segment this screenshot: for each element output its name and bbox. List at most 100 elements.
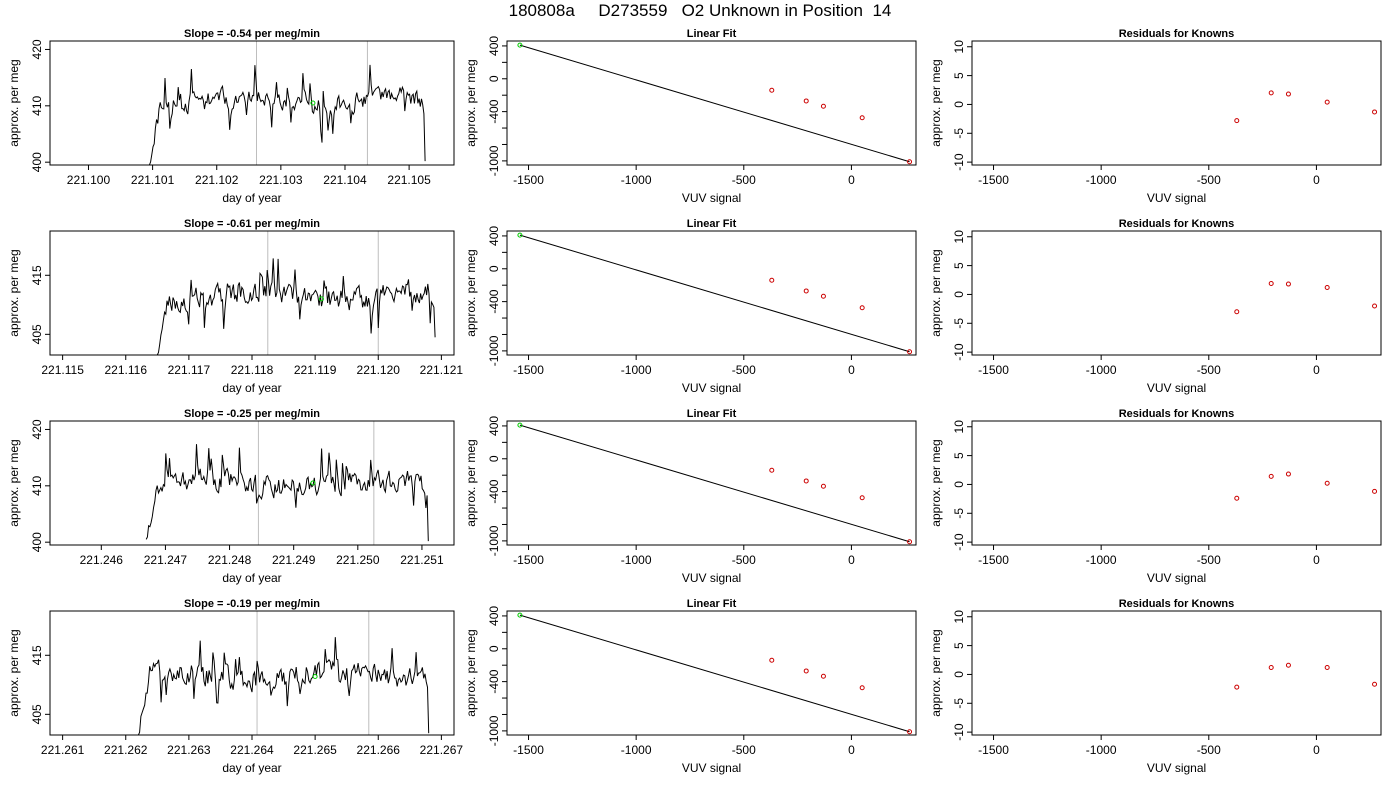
fit-line — [519, 614, 910, 733]
fit-line — [519, 234, 910, 353]
plot-area — [148, 41, 426, 165]
known-point — [803, 478, 809, 484]
x-tick-label: -500 — [732, 553, 756, 567]
y-tick-label: 410 — [30, 95, 44, 115]
y-tick-label: 10 — [952, 230, 966, 244]
y-tick-label: 400 — [487, 226, 501, 246]
y-tick-label: 400 — [487, 36, 501, 56]
y-tick-label: 0 — [952, 101, 966, 108]
x-tick-label: -500 — [1197, 363, 1221, 377]
plot-area — [517, 232, 913, 355]
x-axis-label: VUV signal — [682, 381, 741, 395]
known-point — [859, 305, 865, 311]
chart-panel-8: Linear Fit -1500 -1000 -500 0 400 0 -400 -1000 VU… — [464, 408, 917, 585]
plot-area — [517, 42, 913, 165]
known-point — [1324, 665, 1330, 671]
x-tick-label: 221.249 — [272, 553, 316, 567]
x-axis-label: VUV signal — [682, 571, 741, 585]
y-tick-label: 5 — [952, 262, 966, 269]
known-point — [1234, 495, 1240, 501]
plot-frame — [49, 420, 455, 546]
plot-area — [517, 422, 913, 545]
y-tick-label: 5 — [952, 72, 966, 79]
plot-frame — [506, 230, 917, 356]
x-tick-label: 0 — [1313, 743, 1320, 757]
y-tick-label: 0 — [487, 265, 501, 272]
y-tick-label: 415 — [30, 265, 44, 285]
x-tick-label: 221.262 — [104, 743, 148, 757]
known-point — [803, 668, 809, 674]
known-point — [769, 467, 775, 473]
plot-area — [1234, 90, 1378, 124]
y-tick-label: -10 — [952, 723, 966, 741]
panel-title: Linear Fit — [687, 218, 737, 230]
x-tick-label: -500 — [1197, 743, 1221, 757]
y-tick-label: 5 — [952, 642, 966, 649]
plot-area — [1234, 280, 1378, 315]
known-point — [1324, 480, 1330, 486]
y-tick-label: 405 — [30, 324, 44, 344]
x-axis-label: VUV signal — [1147, 381, 1206, 395]
known-point — [1372, 303, 1378, 309]
y-tick-label: -400 — [487, 289, 501, 313]
x-tick-label: -500 — [732, 363, 756, 377]
y-axis-label: approx. per meg — [929, 629, 943, 716]
plot-area — [1234, 471, 1378, 501]
y-axis-label: approx. per meg — [929, 249, 943, 336]
panel-title: Slope = -0.61 per meg/min — [184, 218, 320, 230]
x-tick-label: 221.102 — [195, 173, 239, 187]
x-tick-label: -500 — [1197, 553, 1221, 567]
x-tick-label: 221.101 — [131, 173, 175, 187]
known-point — [769, 657, 775, 663]
y-tick-label: 5 — [952, 452, 966, 459]
x-axis-label: VUV signal — [1147, 191, 1206, 205]
x-tick-label: -1000 — [1086, 363, 1117, 377]
known-point — [1324, 285, 1330, 291]
fit-line — [519, 424, 910, 543]
known-point — [907, 159, 913, 165]
plot-area — [156, 231, 436, 355]
x-tick-label: 221.267 — [420, 743, 464, 757]
known-point — [1285, 471, 1291, 477]
plot-area — [517, 612, 913, 735]
x-tick-label: 0 — [848, 553, 855, 567]
plot-frame — [971, 610, 1382, 736]
known-point — [1234, 309, 1240, 315]
panel-title: Residuals for Knowns — [1119, 28, 1235, 40]
panel-title: Slope = -0.19 per meg/min — [184, 598, 320, 610]
y-tick-label: -10 — [952, 533, 966, 551]
data-series-line — [137, 637, 430, 735]
y-axis-label: approx. per meg — [7, 249, 21, 336]
y-tick-label: 415 — [30, 645, 44, 665]
y-tick-label: 400 — [487, 416, 501, 436]
chart-panel-3: Residuals for Knowns -1500 -1000 -500 0 10 5 0 -… — [929, 28, 1382, 205]
x-tick-label: -1500 — [978, 743, 1009, 757]
known-point — [820, 103, 826, 109]
unknown-point — [517, 232, 523, 238]
y-tick-label: 405 — [30, 704, 44, 724]
y-axis-label: approx. per meg — [464, 439, 478, 526]
chart-panel-4: Slope = -0.61 per meg/min 221.115 221.116 2… — [7, 218, 463, 395]
data-series-line — [156, 258, 436, 355]
y-tick-label: 0 — [952, 291, 966, 298]
x-tick-label: -500 — [732, 743, 756, 757]
known-point — [907, 729, 913, 735]
panel-title: Residuals for Knowns — [1119, 408, 1235, 420]
known-point — [859, 495, 865, 501]
unknown-marker — [310, 100, 316, 106]
chart-panel-11: Linear Fit -1500 -1000 -500 0 400 0 -400 -1000 VU… — [464, 598, 917, 775]
x-tick-label: 221.118 — [231, 363, 274, 377]
plot-frame — [49, 230, 455, 356]
data-series-line — [148, 64, 426, 165]
y-tick-label: -5 — [952, 128, 966, 139]
plot-area — [1234, 662, 1378, 690]
known-point — [1372, 488, 1378, 494]
x-tick-label: 221.117 — [168, 363, 211, 377]
x-tick-label: 221.104 — [323, 173, 367, 187]
known-point — [1372, 109, 1378, 115]
x-tick-label: 221.246 — [80, 553, 124, 567]
x-tick-label: 0 — [1313, 173, 1320, 187]
x-tick-label: 221.115 — [41, 363, 84, 377]
y-tick-label: 0 — [487, 455, 501, 462]
